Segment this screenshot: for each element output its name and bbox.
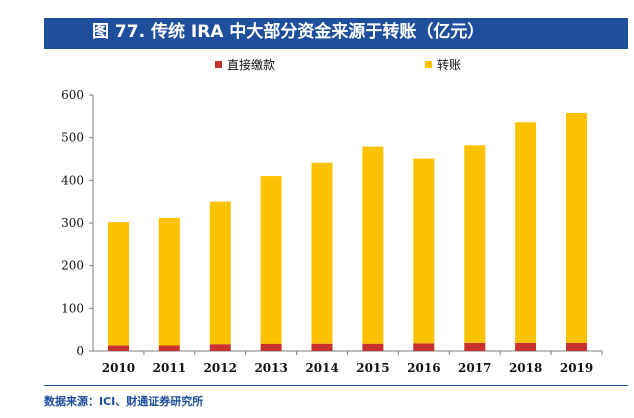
x-tick-label: 2012 [204, 361, 237, 375]
bar-direct-contribution [464, 342, 486, 351]
bar-direct-contribution [158, 345, 180, 351]
y-tick-label: 400 [61, 173, 84, 187]
x-tick-label: 2016 [407, 361, 440, 375]
bar-transfer [311, 162, 333, 344]
x-tick-label: 2013 [254, 361, 287, 375]
x-tick-label: 2018 [509, 361, 542, 375]
x-tick-label: 2015 [356, 361, 389, 375]
bar-direct-contribution [413, 343, 435, 351]
bar-direct-contribution [209, 344, 231, 351]
y-tick-label: 500 [61, 131, 84, 145]
source-note: 数据来源：ICI、财通证券研究所 [44, 395, 204, 408]
bar-transfer [362, 146, 384, 344]
bar-transfer [108, 222, 129, 346]
legend-swatch-transfer [425, 61, 432, 68]
bar-direct-contribution [108, 345, 129, 351]
x-tick-label: 2014 [305, 361, 338, 375]
bar-direct-contribution [515, 342, 537, 351]
bar-transfer [158, 217, 180, 346]
y-tick-label: 200 [61, 259, 84, 273]
legend-label-direct: 直接缴款 [227, 57, 275, 72]
y-tick-label: 300 [61, 216, 84, 230]
bar-transfer [515, 122, 537, 343]
bar-transfer [413, 158, 435, 344]
bar-transfer [566, 112, 587, 343]
legend-swatch-direct [215, 61, 222, 68]
bar-direct-contribution [311, 343, 333, 351]
bar-direct-contribution [566, 342, 587, 351]
bar-direct-contribution [260, 343, 282, 351]
bar-direct-contribution [362, 343, 384, 351]
footer-divider [44, 385, 628, 386]
legend-label-transfer: 转账 [437, 57, 461, 72]
y-tick-label: 600 [61, 88, 84, 102]
y-tick-label: 100 [61, 301, 84, 315]
title-bar [44, 18, 628, 48]
bar-transfer [209, 201, 231, 345]
x-tick-label: 2019 [560, 361, 593, 375]
x-tick-label: 2017 [458, 361, 491, 375]
bar-transfer [464, 145, 486, 343]
y-tick-label: 0 [76, 344, 84, 358]
title-rule [44, 47, 628, 49]
chart-title: 图 77. 传统 IRA 中大部分资金来源于转账（亿元） [92, 22, 485, 42]
x-tick-label: 2011 [153, 361, 186, 375]
bar-transfer [260, 176, 282, 344]
x-tick-label: 2010 [102, 361, 135, 375]
